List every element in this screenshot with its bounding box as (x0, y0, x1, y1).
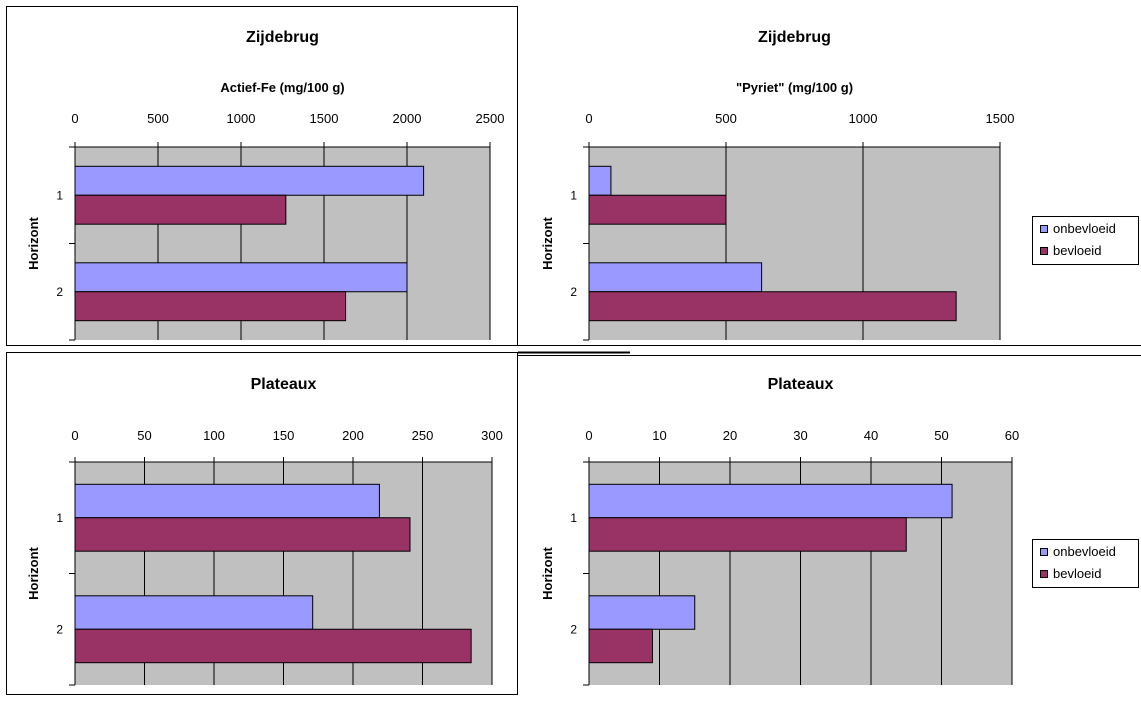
y-axis-label: Horizont (26, 216, 41, 269)
x-tick-label: 50 (934, 428, 948, 443)
x-tick-label: 1500 (310, 111, 339, 126)
x-tick-label: 0 (71, 111, 78, 126)
x-tick-label: 40 (864, 428, 878, 443)
x-tick-label: 500 (715, 111, 737, 126)
x-tick-label: 2500 (476, 111, 505, 126)
bar-bevloeid-horizont-1 (74, 517, 411, 552)
chart-title: Plateaux (251, 376, 317, 393)
x-tick-label: 500 (147, 111, 169, 126)
x-tick-label: 100 (203, 428, 225, 443)
x-tick-label: 300 (481, 428, 503, 443)
bar-onbevloeid-horizont-1 (588, 483, 953, 519)
bar-bevloeid-horizont-1 (588, 194, 727, 225)
bar-onbevloeid-horizont-2 (588, 595, 696, 630)
chart-1: 1 2 0 500 1000 1500 2000 2500 Zijdebrug Actief-Fe… (26, 29, 505, 341)
chart-title: Zijdebrug (758, 29, 831, 46)
x-tick-label: 1000 (849, 111, 878, 126)
x-tick-label: 30 (793, 428, 807, 443)
x-axis-label: Actief-Fe (mg/100 g) (220, 80, 344, 95)
bar-bevloeid-horizont-2 (588, 291, 957, 322)
legend-label-bevloeid: bevloeid (1053, 243, 1101, 258)
bar-onbevloeid-horizont-1 (74, 483, 380, 519)
category-label: 2 (56, 285, 63, 299)
x-tick-label: 50 (137, 428, 151, 443)
bar-onbevloeid-horizont-1 (74, 165, 425, 196)
bar-onbevloeid-horizont-2 (74, 595, 314, 630)
bar-bevloeid-horizont-2 (74, 628, 472, 664)
category-label: 1 (570, 511, 577, 525)
category-label: 1 (56, 188, 63, 202)
legend-box (1032, 539, 1139, 588)
x-tick-label: 0 (585, 111, 592, 126)
legend-1: onbevloeid bevloeid (1032, 216, 1139, 265)
legend-2: onbevloeid bevloeid (1032, 539, 1139, 588)
x-axis-label: "Pyriet" (mg/100 g) (736, 80, 853, 95)
x-tick-label: 20 (723, 428, 737, 443)
x-tick-label: 1000 (227, 111, 256, 126)
category-label: 2 (570, 622, 577, 636)
bar-onbevloeid-horizont-2 (74, 262, 408, 293)
category-label: 1 (56, 511, 63, 525)
chart-title: Plateaux (768, 376, 834, 393)
legend-swatch-onbevloeid (1040, 225, 1048, 233)
legend-swatch-bevloeid (1040, 247, 1048, 255)
legend-swatch-bevloeid (1040, 570, 1048, 578)
bar-bevloeid-horizont-2 (74, 291, 347, 322)
bar-bevloeid-horizont-2 (588, 628, 653, 664)
y-axis-label: Horizont (540, 546, 555, 599)
category-label: 2 (570, 285, 577, 299)
category-label: 1 (570, 188, 577, 202)
x-tick-label: 0 (71, 428, 78, 443)
y-axis-label: Horizont (26, 546, 41, 599)
chart-3: 1 2 0 50 100 150 200 250 300 Plateaux Horizont (26, 376, 503, 686)
category-label: 2 (56, 622, 63, 636)
legend-label-onbevloeid: onbevloeid (1053, 544, 1116, 559)
chart-2: 1 2 0 500 1000 1500 Zijdebrug "Pyriet" (mg/100 … (540, 29, 1015, 341)
x-tick-label: 1500 (986, 111, 1015, 126)
x-tick-label: 0 (585, 428, 592, 443)
bar-onbevloeid-horizont-2 (588, 262, 763, 293)
bar-bevloeid-horizont-1 (588, 517, 907, 552)
chart-title: Zijdebrug (246, 29, 319, 46)
y-axis-label: Horizont (540, 216, 555, 269)
bar-onbevloeid-horizont-1 (588, 165, 612, 196)
x-tick-label: 200 (342, 428, 364, 443)
x-tick-label: 60 (1005, 428, 1019, 443)
bar-bevloeid-horizont-1 (74, 194, 287, 225)
legend-swatch-onbevloeid (1040, 548, 1048, 556)
legend-box (1032, 216, 1139, 265)
legend-label-onbevloeid: onbevloeid (1053, 221, 1116, 236)
x-tick-label: 150 (273, 428, 295, 443)
legend-label-bevloeid: bevloeid (1053, 566, 1101, 581)
x-tick-label: 2000 (393, 111, 422, 126)
x-tick-label: 10 (652, 428, 666, 443)
x-tick-label: 250 (412, 428, 434, 443)
